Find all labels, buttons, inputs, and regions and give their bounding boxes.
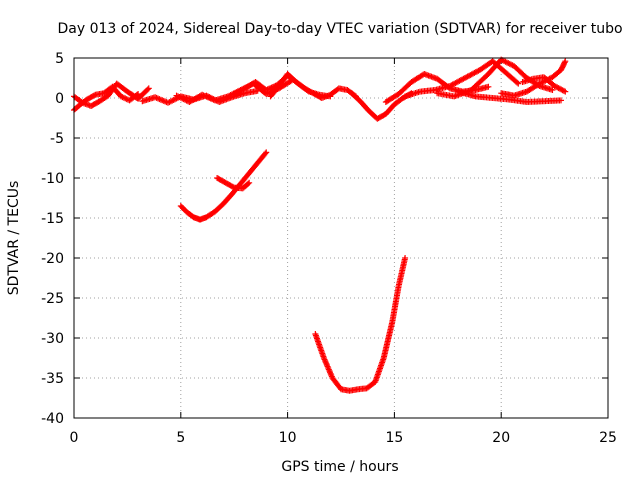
y-tick-label: -20: [41, 251, 64, 267]
data-point: [485, 83, 492, 90]
data-point: [236, 88, 243, 95]
data-point: [145, 85, 152, 92]
y-tick-label: -40: [41, 411, 64, 427]
x-tick-label: 25: [599, 430, 617, 446]
data-point: [144, 86, 151, 93]
x-tick-label: 10: [279, 430, 297, 446]
y-tick-label: -30: [41, 331, 64, 347]
data-point: [515, 80, 522, 87]
data-point: [561, 59, 568, 66]
data-point: [246, 179, 253, 186]
series-arc-2: [71, 80, 152, 109]
series-arc-7: [348, 90, 415, 122]
y-axis-label: SDTVAR / TECUs: [6, 181, 22, 296]
y-tick-label: -5: [50, 131, 64, 147]
data-point: [560, 87, 567, 94]
data-point: [558, 97, 565, 104]
x-tick-label: 20: [492, 430, 510, 446]
series-arc-15: [214, 175, 253, 192]
data-point: [262, 150, 269, 157]
data-point: [229, 183, 236, 190]
series-arc-11: [455, 88, 565, 105]
x-tick-label: 5: [176, 430, 185, 446]
data-point: [556, 85, 563, 92]
series-arc-16: [312, 255, 409, 394]
x-axis-label: GPS time / hours: [281, 459, 398, 475]
chart-title: Day 013 of 2024, Sidereal Day-to-day VTE…: [57, 21, 622, 37]
y-tick-label: 0: [55, 91, 64, 107]
x-tick-label: 0: [70, 430, 79, 446]
data-point: [562, 88, 569, 95]
y-tick-label: -35: [41, 371, 64, 387]
series-arc-14: [177, 149, 270, 223]
series-arc-13: [519, 74, 569, 95]
data-markers: [71, 56, 569, 394]
x-tick-label: 15: [385, 430, 403, 446]
y-tick-label: -15: [41, 211, 64, 227]
data-point: [265, 85, 272, 92]
plot-frame: [73, 57, 609, 419]
data-point: [549, 87, 556, 93]
y-tick-label: 5: [55, 51, 64, 67]
data-point: [91, 92, 98, 99]
data-point: [562, 58, 569, 65]
data-point: [245, 180, 252, 187]
data-point: [514, 79, 521, 86]
data-point: [263, 149, 270, 156]
data-point: [402, 255, 409, 261]
y-tick-label: -10: [41, 171, 64, 187]
y-tick-label: -25: [41, 291, 64, 307]
